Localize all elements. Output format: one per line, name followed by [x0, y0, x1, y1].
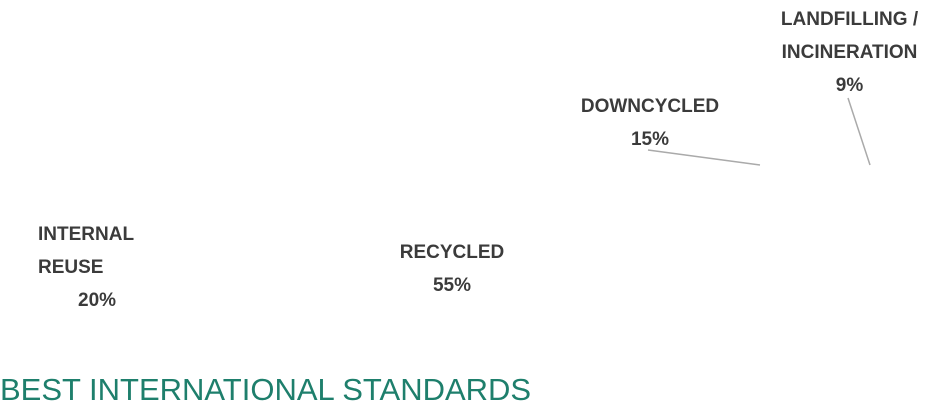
segment-label: INTERNAL REUSE 20% [38, 218, 178, 317]
segment-label: LANDFILLING / INCINERATION 9% [752, 3, 947, 102]
value-label: 55% [432, 275, 472, 296]
category-label: INTERNAL REUSE [38, 224, 134, 278]
value-label: 20% [78, 290, 117, 311]
value-label: 15% [630, 129, 670, 150]
segment-label: RECYCLED 55% [352, 236, 552, 302]
chart-title: BEST INTERNATIONAL STANDARDS [0, 372, 532, 407]
category-label: DOWNCYCLED [580, 96, 720, 117]
category-label: RECYCLED [399, 242, 505, 263]
leader-line [647, 149, 761, 166]
leader-line [847, 97, 871, 166]
value-label: 9% [835, 75, 864, 96]
segment-label: DOWNCYCLED 15% [560, 90, 740, 156]
category-label: LANDFILLING / INCINERATION [780, 9, 919, 63]
